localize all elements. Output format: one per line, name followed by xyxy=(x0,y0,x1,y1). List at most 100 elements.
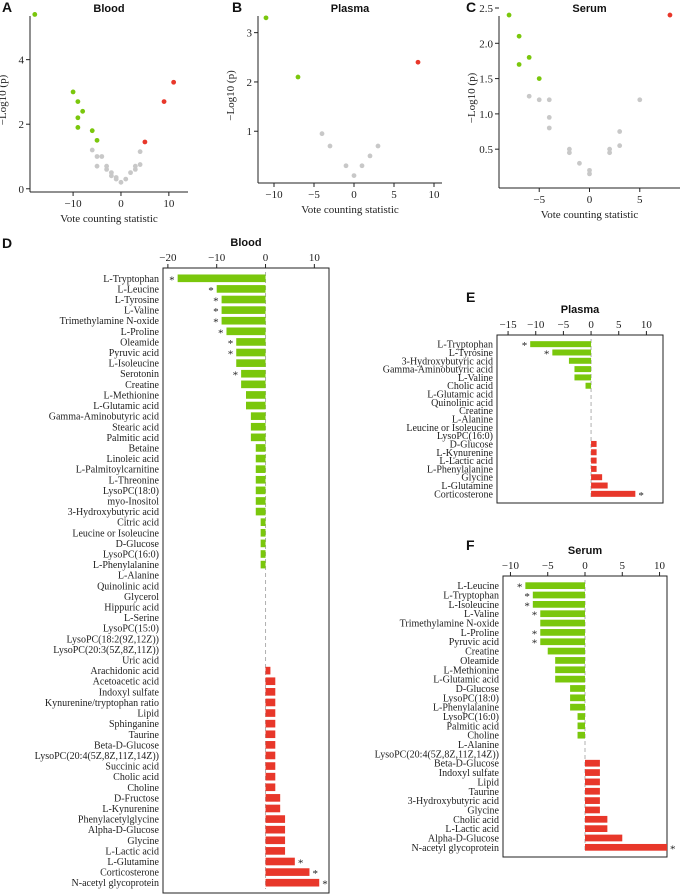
category-label: Choline xyxy=(467,731,499,742)
category-label: LysoPC(20:3(5Z,8Z,11Z)) xyxy=(53,645,159,656)
y-tick-label: 0.5 xyxy=(479,144,493,156)
bar-positive xyxy=(591,490,636,497)
category-label: Gamma-Aminobutyric acid xyxy=(49,412,159,423)
significance-marker: * xyxy=(218,327,224,339)
x-axis-label: Vote counting statistic xyxy=(301,204,399,216)
bar-negative xyxy=(547,647,585,655)
category-label: L-Methionine xyxy=(443,665,499,676)
panel-label: D xyxy=(2,235,12,251)
significance-marker: * xyxy=(524,600,530,612)
bar-positive xyxy=(265,825,286,834)
significance-marker: * xyxy=(532,610,538,622)
category-label: Stearic acid xyxy=(112,422,159,433)
bar-negative xyxy=(574,366,592,373)
y-tick-label: 3 xyxy=(247,28,253,40)
data-point-down xyxy=(80,108,86,114)
category-label: Palmitic acid xyxy=(107,433,160,444)
data-point-ns xyxy=(577,160,582,166)
category-label: L-Glutamic acid xyxy=(427,390,493,401)
bar-negative xyxy=(255,475,266,484)
category-label: Beta-D-Glucose xyxy=(434,759,500,770)
bar-negative xyxy=(570,685,585,692)
x-tick-label: 5 xyxy=(616,319,622,331)
category-label: L-Glutamine xyxy=(107,857,159,868)
significance-marker: * xyxy=(213,317,219,329)
category-label: L-Phenylalanine xyxy=(427,464,494,475)
category-label: L-Proline xyxy=(461,628,500,639)
plot-title: Blood xyxy=(230,237,261,249)
category-label: Trimethylamine N-oxide xyxy=(400,619,500,630)
category-label: L-Threonine xyxy=(108,475,159,486)
bar-positive xyxy=(585,825,608,833)
bar-positive xyxy=(591,482,608,489)
category-label: LysoPC(18:0) xyxy=(103,486,159,497)
significance-marker: * xyxy=(670,843,676,855)
bar-negative xyxy=(555,675,585,683)
data-point-down xyxy=(516,33,522,39)
category-label: Lipid xyxy=(477,777,499,788)
category-label: Serotonin xyxy=(120,369,159,380)
panel-label: B xyxy=(232,0,242,15)
data-point-down xyxy=(32,12,38,17)
panel-c: C Serum −5 0 5 0.5 1.0 1.5 2.0 2.5 Vote counting s… xyxy=(466,0,680,221)
category-label: Acetoacetic acid xyxy=(93,677,159,688)
category-label: L-Isoleucine xyxy=(108,359,159,370)
data-point-up xyxy=(161,99,167,105)
significance-marker: * xyxy=(298,857,304,869)
data-point-ns xyxy=(546,115,552,120)
category-label: L-Lactic acid xyxy=(445,824,499,835)
data-point-ns xyxy=(118,179,124,185)
category-label: 3-Hydroxybutyric acid xyxy=(402,356,493,367)
data-point-ns xyxy=(108,173,114,179)
data-point-ns xyxy=(113,176,119,182)
data-point-ns xyxy=(89,147,95,153)
bar-negative xyxy=(221,316,266,325)
x-tick-label: 5 xyxy=(391,189,397,201)
bar-negative xyxy=(236,359,266,367)
data-point-ns xyxy=(351,173,357,179)
data-point-ns xyxy=(587,171,592,177)
plot-title: Blood xyxy=(93,3,124,15)
category-label: Leucine or Isoleucine xyxy=(72,528,159,539)
plot-frame xyxy=(162,267,330,894)
y-tick-label: 2.5 xyxy=(479,3,493,15)
significance-marker: * xyxy=(208,285,214,297)
data-point-down xyxy=(75,115,81,121)
bar-positive xyxy=(265,772,276,781)
category-label: L-Isoleucine xyxy=(448,600,499,611)
data-point-ns xyxy=(123,176,129,182)
panel-label: E xyxy=(466,289,475,305)
data-point-ns xyxy=(637,97,643,103)
significance-marker: * xyxy=(638,490,644,502)
category-label: Trimethylamine N-oxide xyxy=(60,316,160,327)
category-label: L-Phenylalanine xyxy=(93,560,160,571)
bar-negative xyxy=(525,582,585,590)
x-tick-label: −20 xyxy=(159,252,177,264)
category-label: Phenylacetylglycine xyxy=(78,815,160,826)
significance-marker: * xyxy=(532,638,538,650)
category-label: Indoxyl sulfate xyxy=(439,768,500,779)
category-label: Quinolinic acid xyxy=(97,581,159,592)
data-point-ns xyxy=(343,163,349,169)
x-tick-label: 5 xyxy=(637,194,643,206)
category-label: Glycine xyxy=(467,805,499,816)
x-tick-label: 10 xyxy=(654,560,666,572)
data-point-ns xyxy=(546,97,552,103)
bar-negative xyxy=(255,444,266,452)
panel-f: F Serum −10 −5 0 5 10 L-Leucine * L-Tryptophan * L-… xyxy=(375,537,676,858)
x-tick-label: −10 xyxy=(502,560,520,572)
data-point-ns xyxy=(327,143,333,149)
y-axis-label: −Log10 (p) xyxy=(0,74,9,125)
bar-positive xyxy=(585,769,600,776)
category-label: Corticosterone xyxy=(434,489,493,500)
category-label: Linoleic acid xyxy=(107,454,159,465)
bar-positive xyxy=(265,730,276,739)
bar-positive xyxy=(265,709,276,717)
data-point-ns xyxy=(536,97,542,103)
bar-negative xyxy=(255,465,266,473)
significance-marker: * xyxy=(213,306,219,318)
category-label: Taurine xyxy=(469,787,500,798)
category-label: L-Valine xyxy=(458,373,494,384)
y-tick-label: 2.0 xyxy=(479,38,493,50)
bar-negative xyxy=(574,374,592,381)
